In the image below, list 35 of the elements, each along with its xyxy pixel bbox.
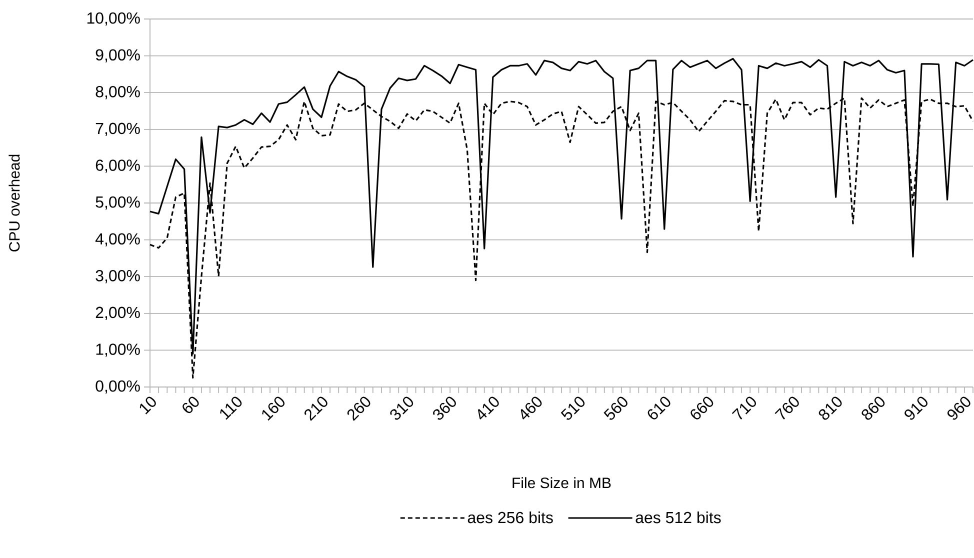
x-tick-label: 960 xyxy=(947,396,970,420)
y-tick-label: 8,00% xyxy=(96,86,140,100)
x-tick-label: 410 xyxy=(478,396,499,420)
x-tick-label: 760 xyxy=(774,396,799,420)
x-tick-label: 210 xyxy=(304,396,328,421)
x-tick-label: 60 xyxy=(182,396,199,414)
y-tick-label: 4,00% xyxy=(95,233,140,246)
y-tick-label: 5,00% xyxy=(96,196,140,210)
x-tick-label: 660 xyxy=(690,396,714,420)
x-tick-label: 860 xyxy=(862,396,885,420)
x-tick-label: 110 xyxy=(220,396,242,420)
legend-label: aes 512 bits xyxy=(636,511,721,524)
y-tick-label: 2,00% xyxy=(96,306,140,320)
x-tick-label: 160 xyxy=(262,396,285,421)
x-axis-title: File Size in MB xyxy=(512,477,611,488)
y-tick-label: 6,00% xyxy=(96,160,140,173)
x-tick-label: 610 xyxy=(648,396,670,420)
x-tick-label: 910 xyxy=(904,396,928,420)
y-tick-label: 9,00% xyxy=(96,49,140,62)
y-tick-label: 1,00% xyxy=(96,344,140,357)
y-tick-label: 7,00% xyxy=(96,122,140,136)
x-tick-label: 460 xyxy=(520,396,542,420)
x-tick-label: 510 xyxy=(560,396,585,420)
x-tick-label: 310 xyxy=(390,396,414,420)
x-tick-label: 810 xyxy=(818,396,842,420)
x-tick-label: 360 xyxy=(433,396,456,420)
x-tick-label: 10 xyxy=(140,396,156,414)
legend-label: aes 256 bits xyxy=(468,511,553,524)
x-tick-label: 260 xyxy=(347,396,370,421)
x-tick-label: 560 xyxy=(604,396,628,420)
y-axis-title: CPU overhead xyxy=(8,154,20,252)
y-tick-label: 0,00% xyxy=(96,380,140,394)
y-tick-label: 10,00% xyxy=(87,12,140,26)
x-tick-label: 710 xyxy=(732,396,756,420)
y-tick-label: 3,00% xyxy=(96,270,140,284)
